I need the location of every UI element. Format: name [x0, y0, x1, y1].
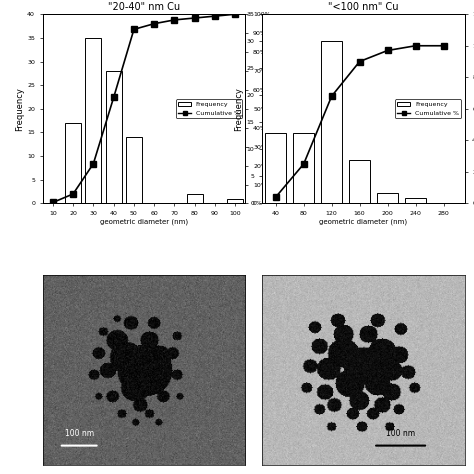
Text: 100 nm: 100 nm — [64, 429, 94, 438]
Bar — [85, 38, 101, 203]
Text: 100 nm: 100 nm — [386, 429, 415, 438]
Title: "<100 nm" Cu: "<100 nm" Cu — [328, 2, 398, 12]
Y-axis label: Frequency: Frequency — [15, 87, 24, 131]
Title: "20-40" nm Cu: "20-40" nm Cu — [108, 2, 180, 12]
Bar — [405, 198, 426, 203]
X-axis label: geometric diameter (nm): geometric diameter (nm) — [100, 219, 188, 225]
X-axis label: geometric diameter (nm): geometric diameter (nm) — [319, 219, 407, 225]
Legend: Frequency, Cumulative %: Frequency, Cumulative % — [395, 100, 461, 118]
Bar — [293, 133, 314, 203]
Bar — [265, 133, 286, 203]
Bar — [227, 199, 244, 203]
Bar — [377, 192, 398, 203]
Legend: Frequency, Cumulative %: Frequency, Cumulative % — [176, 100, 242, 118]
Bar — [187, 194, 203, 203]
Y-axis label: Frequency: Frequency — [235, 87, 244, 131]
Bar — [126, 137, 142, 203]
Bar — [321, 41, 342, 203]
Bar — [106, 71, 122, 203]
Bar — [349, 160, 370, 203]
Bar — [65, 123, 81, 203]
